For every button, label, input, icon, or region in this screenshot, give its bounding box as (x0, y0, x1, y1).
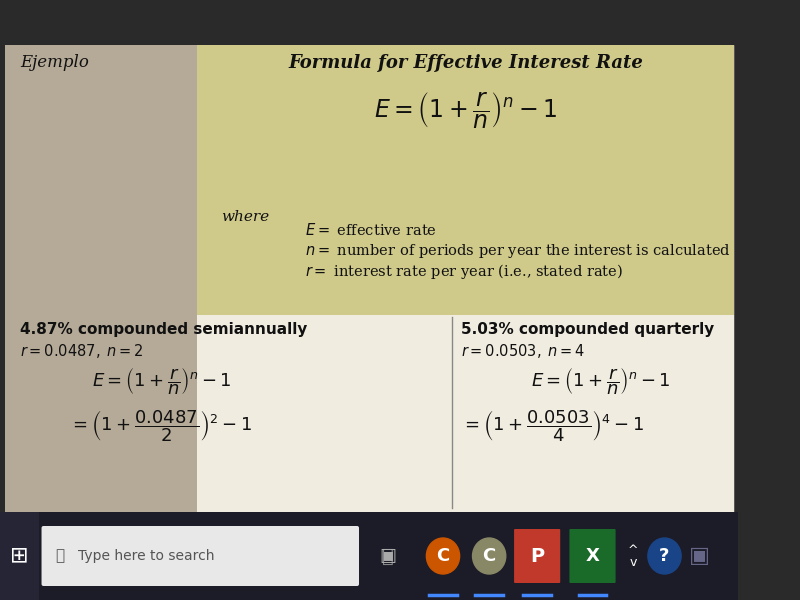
FancyBboxPatch shape (42, 526, 359, 586)
Text: $=\left(1+\dfrac{0.0503}{4}\right)^{4}-1$: $=\left(1+\dfrac{0.0503}{4}\right)^{4}-1… (462, 408, 645, 443)
Text: 4.87% compounded semiannually: 4.87% compounded semiannually (20, 322, 308, 337)
FancyBboxPatch shape (5, 45, 197, 512)
Text: $r=0.0503,\; n=4$: $r=0.0503,\; n=4$ (462, 342, 586, 360)
Circle shape (648, 538, 681, 574)
Text: ^: ^ (628, 544, 638, 557)
FancyBboxPatch shape (514, 529, 560, 583)
FancyBboxPatch shape (0, 512, 38, 600)
Circle shape (473, 538, 506, 574)
Text: Ejemplo: Ejemplo (20, 54, 89, 71)
Text: ⊞: ⊞ (10, 546, 29, 566)
Text: C: C (482, 547, 496, 565)
Text: $E=\left(1+\dfrac{r}{n}\right)^{n}-1$: $E=\left(1+\dfrac{r}{n}\right)^{n}-1$ (92, 366, 232, 397)
Text: ⬛: ⬛ (382, 547, 394, 565)
FancyBboxPatch shape (570, 529, 615, 583)
Text: ?: ? (659, 547, 670, 565)
Text: $=\left(1+\dfrac{0.0487}{2}\right)^{2}-1$: $=\left(1+\dfrac{0.0487}{2}\right)^{2}-1… (70, 408, 252, 443)
Text: P: P (530, 547, 544, 565)
Text: $E=\left(1+\dfrac{r}{n}\right)^{n}-1$: $E=\left(1+\dfrac{r}{n}\right)^{n}-1$ (374, 90, 558, 130)
FancyBboxPatch shape (197, 315, 734, 512)
Text: X: X (586, 547, 599, 565)
Text: ▣: ▣ (379, 547, 396, 565)
FancyBboxPatch shape (5, 45, 734, 512)
Text: v: v (630, 556, 637, 569)
Text: $E=$ effective rate: $E=$ effective rate (305, 222, 436, 238)
Text: $E=\left(1+\dfrac{r}{n}\right)^{n}-1$: $E=\left(1+\dfrac{r}{n}\right)^{n}-1$ (530, 366, 670, 397)
Text: ▣: ▣ (689, 546, 710, 566)
FancyBboxPatch shape (197, 45, 734, 315)
Text: 🔍: 🔍 (55, 548, 65, 563)
Text: Type here to search: Type here to search (78, 549, 215, 563)
Text: $n=$ number of periods per year the interest is calculated: $n=$ number of periods per year the inte… (305, 242, 730, 260)
Text: where: where (222, 210, 270, 224)
Text: Formula for Effective Interest Rate: Formula for Effective Interest Rate (289, 54, 643, 72)
Circle shape (426, 538, 460, 574)
Text: $r=0.0487,\; n=2$: $r=0.0487,\; n=2$ (20, 342, 144, 360)
Text: $r=$ interest rate per year (i.e., stated rate): $r=$ interest rate per year (i.e., state… (305, 262, 622, 281)
Text: C: C (436, 547, 450, 565)
FancyBboxPatch shape (0, 512, 738, 600)
Text: 5.03% compounded quarterly: 5.03% compounded quarterly (462, 322, 714, 337)
